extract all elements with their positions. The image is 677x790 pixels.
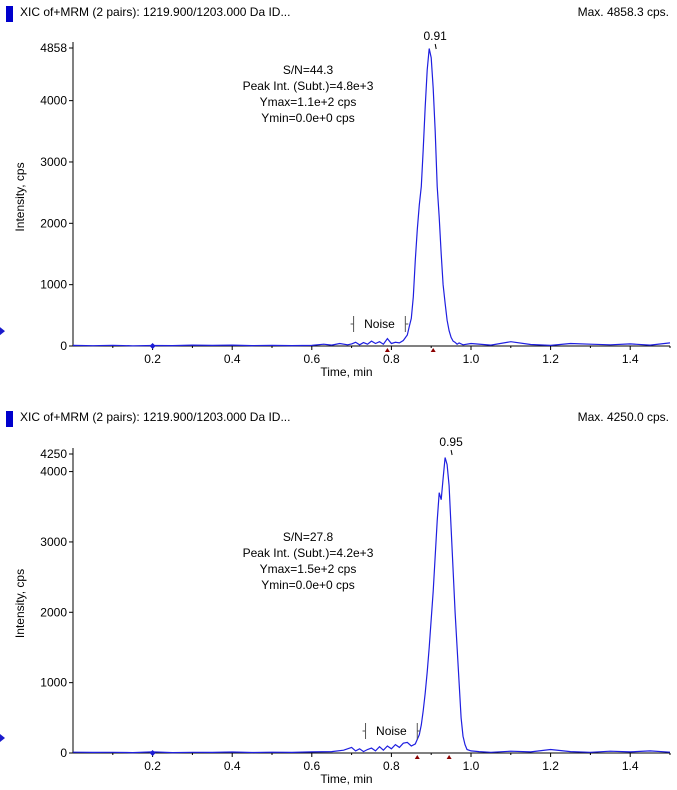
integration-marker-icon xyxy=(446,755,452,759)
peak-label-tick xyxy=(450,449,453,456)
integration-marker-icon xyxy=(384,348,390,352)
axis-marker-icon xyxy=(0,327,5,336)
y-tick-label: 3000 xyxy=(40,155,67,169)
annotation-line: Ymin=0.0e+0 cps xyxy=(261,578,354,592)
x-tick-label: 0.8 xyxy=(383,352,400,366)
x-tick-label: 0.2 xyxy=(144,352,161,366)
max-intensity-label: Max. 4250.0 cps. xyxy=(577,410,669,424)
y-axis-title: Intensity, cps xyxy=(13,162,27,231)
chromatogram-plot: 0 1000 2000 3000 4000 4250 0.2 0.4 0.6 0.8 1.0 1.2 1… xyxy=(0,435,671,786)
y-tick-label: 2000 xyxy=(40,605,67,619)
x-tick-label: 1.2 xyxy=(542,759,559,773)
y-tick-label: 1000 xyxy=(40,278,67,292)
peak-label-tick xyxy=(434,43,437,50)
noise-label: Noise xyxy=(376,724,407,738)
annotation-line: Ymax=1.5e+2 cps xyxy=(260,562,357,576)
noise-label: Noise xyxy=(364,317,395,331)
series-color-marker xyxy=(6,6,13,22)
chromatogram-panel: XIC of+MRM (2 pairs): 1219.900/1203.000 … xyxy=(0,405,677,790)
peak-label: 0.91 xyxy=(424,29,448,43)
y-tick-label: 2000 xyxy=(40,216,67,230)
annotation-line: S/N=27.8 xyxy=(283,530,334,544)
integration-marker-icon xyxy=(430,348,436,352)
x-tick-label: 1.2 xyxy=(542,352,559,366)
y-tick-label: 4858 xyxy=(40,41,67,55)
series-color-marker xyxy=(6,411,13,427)
series-line xyxy=(72,457,671,754)
annotation-line: Ymin=0.0e+0 cps xyxy=(261,111,354,125)
y-tick-label: 0 xyxy=(60,746,67,760)
x-tick-label: 0.2 xyxy=(144,759,161,773)
y-axis-title: Intensity, cps xyxy=(13,569,27,638)
origin-marker-icon xyxy=(149,750,156,756)
x-tick-label: 0.4 xyxy=(224,352,241,366)
integration-marker-icon xyxy=(414,755,420,759)
y-tick-label: 4000 xyxy=(40,94,67,108)
chromatogram-plot: 0 1000 2000 3000 4000 4858 0.2 0.4 0.6 0.8 1.0 1.2 1… xyxy=(0,29,671,379)
panel-header: XIC of+MRM (2 pairs): 1219.900/1203.000 … xyxy=(0,0,677,26)
y-tick-label: 1000 xyxy=(40,676,67,690)
chart-title: XIC of+MRM (2 pairs): 1219.900/1203.000 … xyxy=(20,5,291,19)
axis-marker-icon xyxy=(0,734,5,743)
panel-header: XIC of+MRM (2 pairs): 1219.900/1203.000 … xyxy=(0,405,677,431)
x-tick-label: 1.0 xyxy=(463,352,480,366)
chart-title: XIC of+MRM (2 pairs): 1219.900/1203.000 … xyxy=(20,410,291,424)
x-tick-label: 1.4 xyxy=(622,352,639,366)
y-tick-label: 3000 xyxy=(40,535,67,549)
chromatogram-panel: XIC of+MRM (2 pairs): 1219.900/1203.000 … xyxy=(0,0,677,379)
annotation-line: Peak Int. (Subt.)=4.2e+3 xyxy=(243,546,374,560)
x-tick-label: 1.4 xyxy=(622,759,639,773)
x-axis-title: Time, min xyxy=(320,365,372,379)
x-tick-label: 0.4 xyxy=(224,759,241,773)
y-tick-label: 4000 xyxy=(40,465,67,479)
y-tick-label: 4250 xyxy=(40,447,67,461)
annotation-line: Peak Int. (Subt.)=4.8e+3 xyxy=(243,79,374,93)
x-tick-label: 0.6 xyxy=(303,352,320,366)
x-tick-label: 0.8 xyxy=(383,759,400,773)
x-axis-title: Time, min xyxy=(320,772,372,786)
series-line xyxy=(72,48,671,347)
annotation-line: S/N=44.3 xyxy=(283,63,334,77)
x-tick-label: 1.0 xyxy=(463,759,480,773)
y-tick-label: 0 xyxy=(60,339,67,353)
x-tick-label: 0.6 xyxy=(303,759,320,773)
max-intensity-label: Max. 4858.3 cps. xyxy=(577,5,669,19)
annotation-line: Ymax=1.1e+2 cps xyxy=(260,95,357,109)
peak-label: 0.95 xyxy=(439,435,463,449)
